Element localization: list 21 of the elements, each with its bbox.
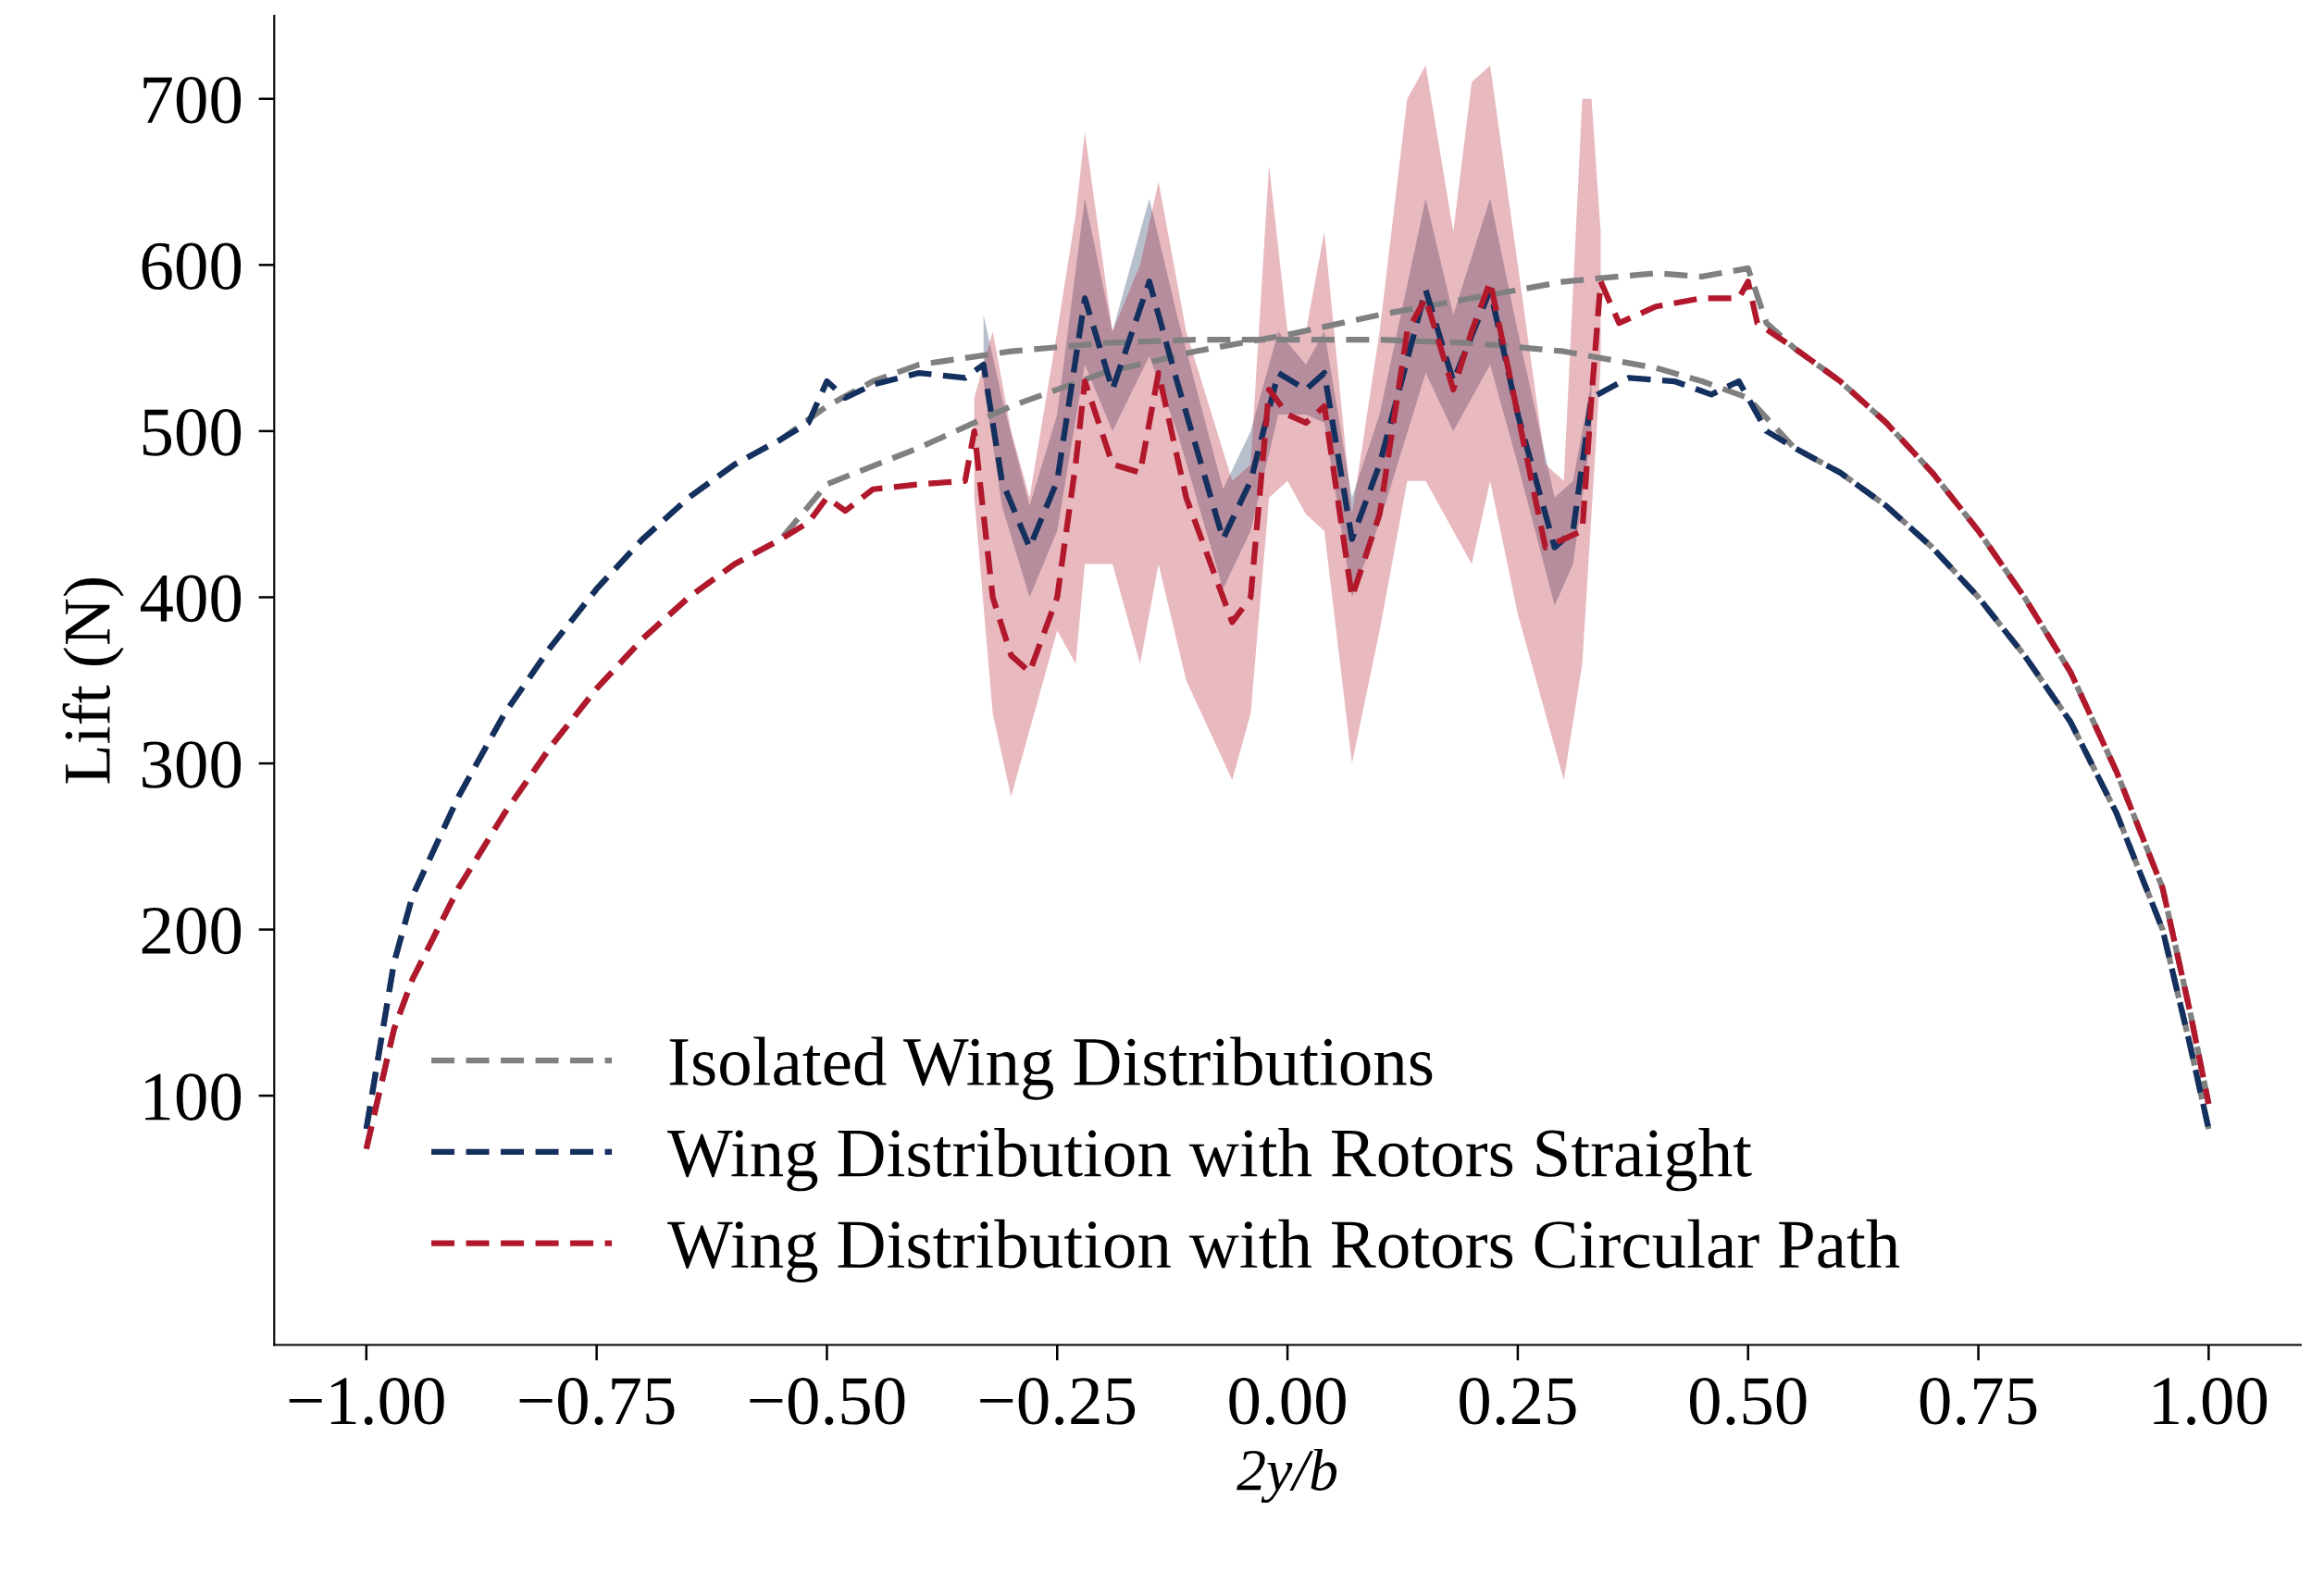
x-tick-label: 0.75 bbox=[1920, 1378, 2037, 1425]
x-tick-label: −0.75 bbox=[519, 1378, 675, 1425]
y-tick-label: 200 bbox=[142, 907, 242, 955]
x-tick-label: 0.00 bbox=[1229, 1378, 1346, 1425]
y-tick-label: 100 bbox=[145, 1073, 242, 1121]
x-axis-title: 2y/b bbox=[1237, 1448, 1337, 1504]
y-axis-title: Lift (N) bbox=[62, 578, 124, 784]
x-tick-label: −1.00 bbox=[289, 1378, 444, 1425]
y-tick-label: 300 bbox=[143, 741, 242, 788]
x-tick-label: 0.25 bbox=[1460, 1378, 1576, 1425]
y-tick-label: 700 bbox=[143, 76, 242, 124]
x-tick-label: 1.00 bbox=[2154, 1378, 2268, 1425]
legend-label: Wing Distribution with Rotors Straight bbox=[667, 1128, 1752, 1192]
x-tick-label: 0.50 bbox=[1689, 1378, 1807, 1425]
y-tick-label: 400 bbox=[140, 575, 242, 623]
legend-label: Isolated Wing Distributions bbox=[669, 1036, 1433, 1100]
y-tick-label: 600 bbox=[142, 242, 242, 291]
legend-label: Wing Distribution with Rotors Circular Path bbox=[667, 1219, 1900, 1282]
y-tick-label: 500 bbox=[143, 409, 242, 456]
x-tick-label: −0.50 bbox=[750, 1378, 905, 1425]
x-tick-label: −0.25 bbox=[980, 1378, 1136, 1425]
